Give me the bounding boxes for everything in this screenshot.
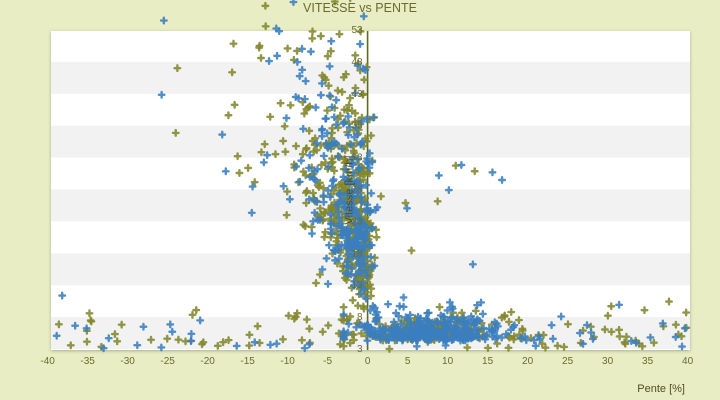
svg-text:3: 3 xyxy=(357,344,363,355)
svg-text:25: 25 xyxy=(562,356,574,367)
svg-text:43: 43 xyxy=(351,89,363,100)
svg-text:-25: -25 xyxy=(160,356,175,367)
svg-text:10: 10 xyxy=(442,356,454,367)
svg-text:53: 53 xyxy=(351,25,363,36)
svg-text:-10: -10 xyxy=(280,356,295,367)
svg-text:-30: -30 xyxy=(120,356,135,367)
svg-text:Vitesse [km/h]: Vitesse [km/h] xyxy=(344,156,356,225)
svg-text:-20: -20 xyxy=(200,356,215,367)
svg-text:38: 38 xyxy=(351,121,363,132)
svg-text:30: 30 xyxy=(602,356,614,367)
svg-text:-40: -40 xyxy=(40,356,55,367)
svg-text:VITESSE vs PENTE: VITESSE vs PENTE xyxy=(303,1,417,15)
svg-text:18: 18 xyxy=(351,248,363,259)
svg-text:5: 5 xyxy=(405,356,411,367)
svg-text:Pente [%]: Pente [%] xyxy=(637,383,685,395)
svg-text:-5: -5 xyxy=(323,356,332,367)
svg-text:48: 48 xyxy=(351,57,363,68)
svg-text:0: 0 xyxy=(365,356,371,367)
svg-text:20: 20 xyxy=(522,356,534,367)
svg-text:8: 8 xyxy=(357,312,363,323)
svg-text:-35: -35 xyxy=(80,356,95,367)
svg-text:13: 13 xyxy=(351,280,363,291)
svg-text:15: 15 xyxy=(482,356,494,367)
svg-text:35: 35 xyxy=(642,356,654,367)
svg-text:-15: -15 xyxy=(240,356,255,367)
svg-text:40: 40 xyxy=(682,356,694,367)
